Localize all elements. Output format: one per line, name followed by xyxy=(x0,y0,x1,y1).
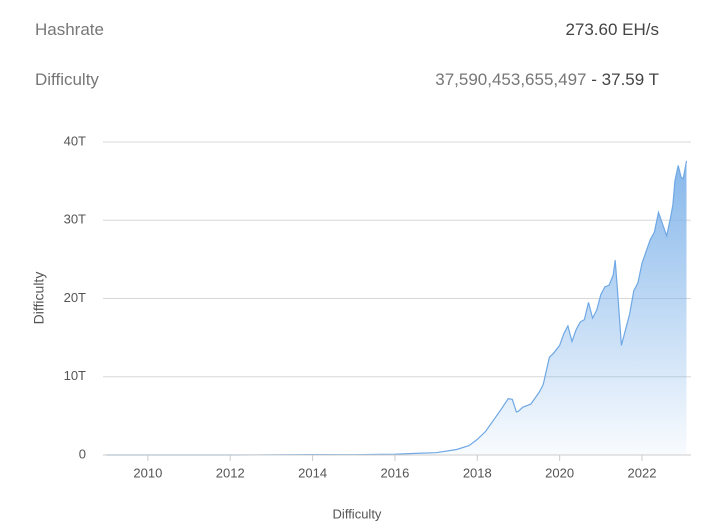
x-tick-label: 2012 xyxy=(216,465,245,480)
value-short: 37.59 T xyxy=(601,70,659,89)
x-tick-label: 2010 xyxy=(133,465,162,480)
y-tick-label: 40T xyxy=(64,133,86,148)
value: 37,590,453,655,497 xyxy=(435,70,587,89)
x-tick-label: 2014 xyxy=(298,465,327,480)
value: 273.60 EH/s xyxy=(565,20,659,39)
value-group: 37,590,453,655,497 - 37.59 T xyxy=(435,70,659,90)
y-tick-label: 10T xyxy=(64,368,86,383)
y-tick-label: 20T xyxy=(64,290,86,305)
y-axis-title: Difficulty xyxy=(31,272,47,325)
separator: - xyxy=(591,70,597,89)
label: Hashrate xyxy=(35,20,104,39)
x-tick-label: 2016 xyxy=(380,465,409,480)
area xyxy=(106,160,687,455)
x-tick-label: 2022 xyxy=(628,465,657,480)
line xyxy=(106,160,688,456)
label: Difficulty xyxy=(35,70,99,89)
y-tick-label: 0 xyxy=(79,446,86,461)
x-tick-label: 2018 xyxy=(463,465,492,480)
y-tick-label: 30T xyxy=(64,212,86,227)
x-tick-label: 2020 xyxy=(545,465,574,480)
x-axis-title: Difficulty xyxy=(333,506,382,521)
